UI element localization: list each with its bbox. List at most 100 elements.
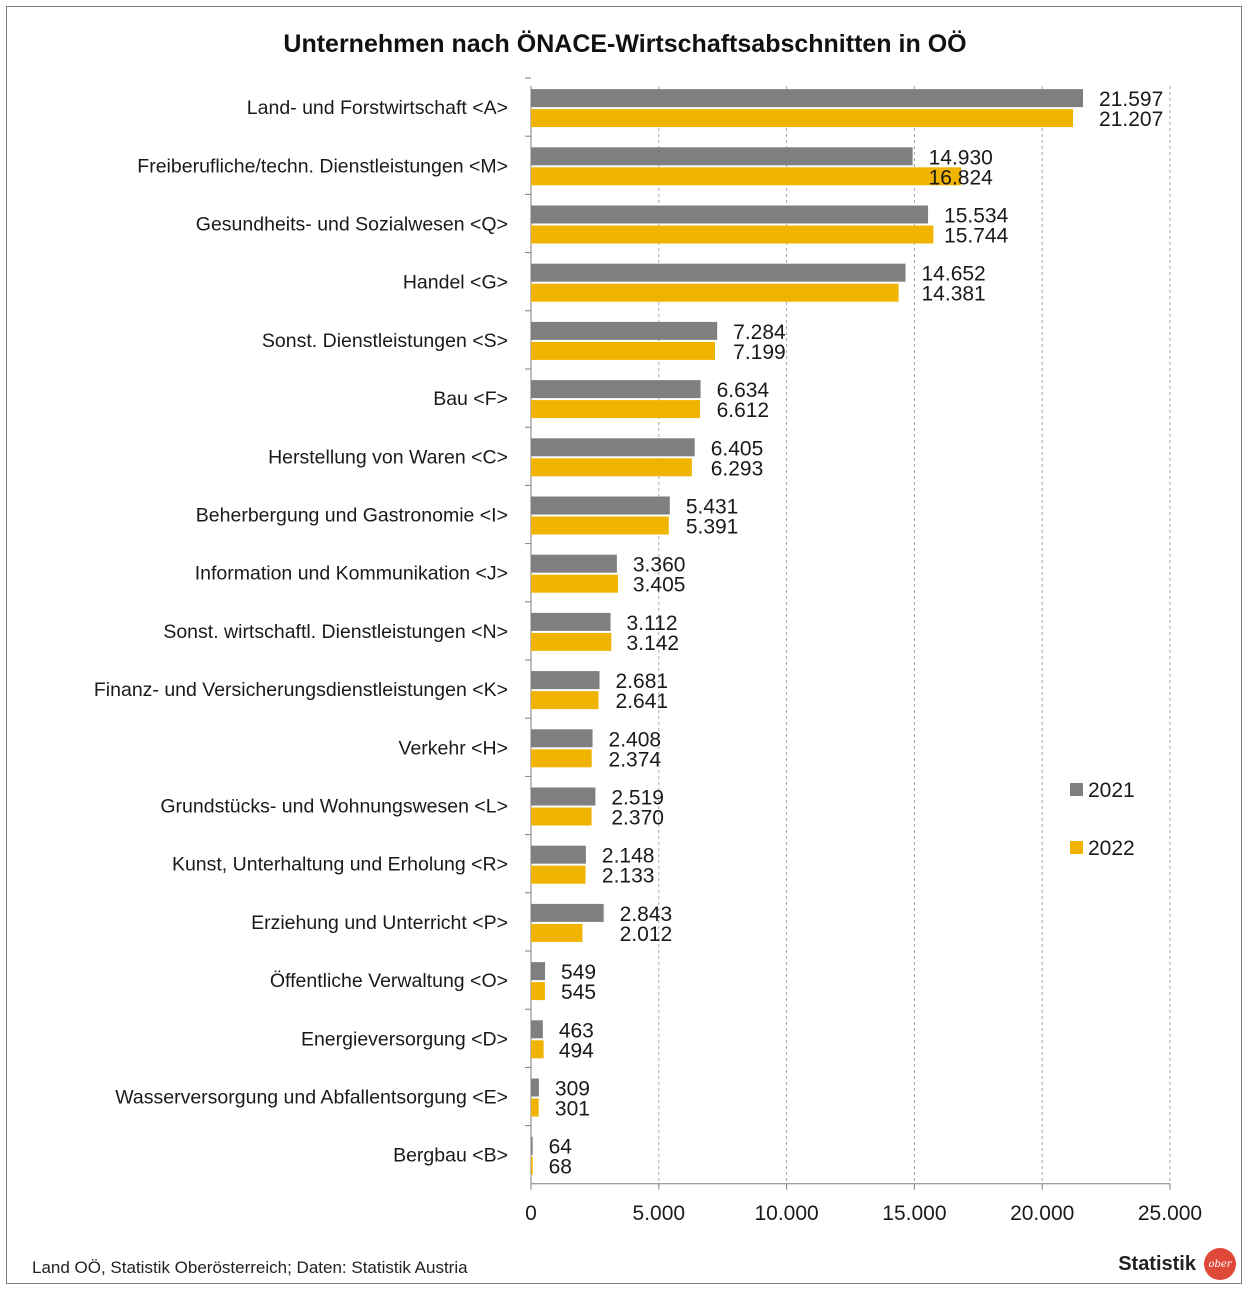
category-label: Wasserversorgung und Abfallentsorgung <E… <box>115 1087 508 1109</box>
bar-2022 <box>531 516 669 535</box>
data-label-2021: 3.360 <box>633 554 686 577</box>
x-tick-label: 0 <box>525 1202 537 1225</box>
bar-2022 <box>531 283 899 302</box>
bar-2021 <box>531 962 546 981</box>
category-label: Energieversorgung <D> <box>301 1028 508 1050</box>
bar-2022 <box>531 749 592 768</box>
category-label: Grundstücks- und Wohnungswesen <L> <box>160 796 508 818</box>
legend-label-2021: 2021 <box>1088 779 1135 802</box>
category-label: Sonst. wirtschaftl. Dienstleistungen <N> <box>163 621 508 643</box>
bar-2021 <box>531 496 670 515</box>
category-label: Herstellung von Waren <C> <box>268 446 508 468</box>
data-label-2021: 2.681 <box>616 670 669 693</box>
bar-2021 <box>531 845 586 864</box>
category-label: Finanz- und Versicherungsdienstleistunge… <box>94 679 508 701</box>
x-tick-label: 20.000 <box>1010 1202 1074 1225</box>
data-label-2021: 7.284 <box>733 321 786 344</box>
bar-2021 <box>531 89 1084 108</box>
data-label-2022: 2.133 <box>602 865 655 888</box>
statistik-ober-logo-icon: ober <box>1204 1248 1236 1280</box>
bar-2022 <box>531 982 545 1001</box>
bar-2022 <box>531 574 619 593</box>
category-label: Erziehung und Unterricht <P> <box>251 912 508 934</box>
category-label: Beherbergung und Gastronomie <I> <box>196 505 508 527</box>
data-label-2022: 15.744 <box>944 225 1009 248</box>
data-label-2022: 2.374 <box>609 748 662 771</box>
data-label-2022: 14.381 <box>922 283 986 306</box>
data-label-2022: 21.207 <box>1099 108 1163 131</box>
bar-2022 <box>531 1040 544 1059</box>
bar-2021 <box>531 612 611 631</box>
category-label: Verkehr <H> <box>399 737 508 759</box>
bar-2021 <box>531 321 718 340</box>
x-tick-label: 15.000 <box>882 1202 946 1225</box>
data-label-2022: 2.012 <box>620 923 673 946</box>
data-label-2021: 14.930 <box>929 146 993 169</box>
brand: Statistik ober <box>1118 1248 1236 1280</box>
bar-2022 <box>531 865 586 884</box>
data-label-2021: 5.431 <box>686 496 739 519</box>
x-tick-label: 25.000 <box>1138 1202 1202 1225</box>
bar-2021 <box>531 438 695 457</box>
category-label: Information und Kommunikation <J> <box>195 563 508 585</box>
legend-swatch-2022 <box>1070 841 1083 854</box>
x-tick-label: 10.000 <box>754 1202 818 1225</box>
bar-2021 <box>531 1136 533 1155</box>
data-label-2022: 6.612 <box>717 399 770 422</box>
bar-2022 <box>531 691 599 710</box>
bar-2022 <box>531 458 692 477</box>
category-label: Sonst. Dienstleistungen <S> <box>262 330 508 352</box>
bar-2022 <box>531 167 962 186</box>
data-label-2022: 494 <box>559 1039 594 1062</box>
category-label: Bergbau <B> <box>393 1145 508 1167</box>
bar-2022 <box>531 923 583 942</box>
chart-title: Unternehmen nach ÖNACE-Wirtschaftsabschn… <box>283 30 967 58</box>
data-label-2022: 7.199 <box>733 341 786 364</box>
source-note: Land OÖ, Statistik Oberösterreich; Daten… <box>32 1258 468 1277</box>
bar-2022 <box>531 400 701 419</box>
data-label-2022: 68 <box>549 1156 572 1179</box>
bar-2022 <box>531 1098 539 1117</box>
bar-2021 <box>531 147 913 166</box>
category-label: Gesundheits- und Sozialwesen <Q> <box>196 214 508 236</box>
data-label-2021: 2.408 <box>609 728 662 751</box>
data-label-2022: 2.370 <box>611 807 664 830</box>
x-tick-label: 5.000 <box>633 1202 686 1225</box>
data-label-2021: 21.597 <box>1099 88 1163 111</box>
data-label-2022: 301 <box>555 1098 590 1121</box>
bar-2021 <box>531 903 604 922</box>
data-label-2021: 64 <box>549 1136 573 1159</box>
bar-2022 <box>531 109 1074 128</box>
bar-2021 <box>531 380 701 399</box>
bar-2022 <box>531 632 612 651</box>
bar-2021 <box>531 671 600 690</box>
category-label: Freiberufliche/techn. Dienstleistungen <… <box>137 155 508 177</box>
data-label-2021: 2.843 <box>620 903 673 926</box>
bar-2022 <box>531 807 592 826</box>
data-label-2021: 6.634 <box>717 379 770 402</box>
category-label: Handel <G> <box>403 272 508 294</box>
chart-frame <box>6 6 1242 1284</box>
bar-2021 <box>531 787 596 806</box>
category-label: Bau <F> <box>433 388 508 410</box>
data-label-2021: 15.534 <box>944 205 1009 228</box>
bar-2021 <box>531 1078 539 1097</box>
data-label-2022: 5.391 <box>686 516 739 539</box>
data-label-2021: 2.519 <box>611 787 664 810</box>
data-label-2022: 6.293 <box>711 457 764 480</box>
data-label-2021: 2.148 <box>602 845 655 868</box>
data-label-2021: 3.112 <box>627 612 678 635</box>
bar-2021 <box>531 1020 543 1039</box>
data-label-2022: 2.641 <box>616 690 669 713</box>
category-label: Land- und Forstwirtschaft <A> <box>247 97 508 119</box>
bar-2022 <box>531 1156 533 1175</box>
bar-2022 <box>531 225 934 244</box>
bar-2022 <box>531 341 716 360</box>
legend-label-2022: 2022 <box>1088 837 1135 860</box>
category-label: Öffentliche Verwaltung <O> <box>270 970 508 992</box>
brand-text: Statistik <box>1118 1252 1196 1275</box>
legend-swatch-2021 <box>1070 783 1083 796</box>
data-label-2021: 6.405 <box>711 437 764 460</box>
bar-2021 <box>531 263 906 282</box>
